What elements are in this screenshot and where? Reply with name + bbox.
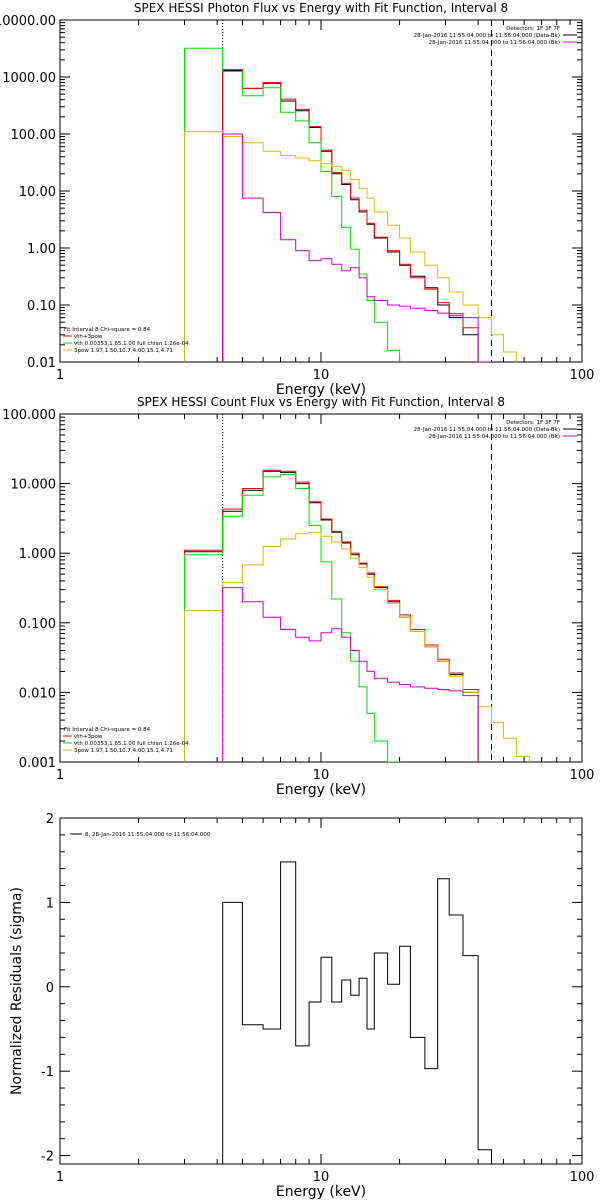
fit-legend-entry: vth 0.00353,1.65,1.00 full chian 1.26e-0… — [74, 341, 189, 347]
y-tick-label: 10.00 — [19, 185, 56, 200]
series-line-2 — [184, 469, 479, 762]
top-legend-entry: Detectors: 1F 3F 7F — [506, 26, 560, 32]
y-tick-label: 0.01 — [27, 356, 56, 371]
y-tick-label: 0.001 — [19, 756, 56, 771]
plot-frame — [59, 19, 583, 363]
y-tick-label: 0.10 — [27, 299, 56, 314]
x-tick-label: 100 — [570, 768, 595, 783]
x-tick-label: 100 — [570, 1170, 595, 1185]
series-line-4 — [184, 531, 531, 762]
x-tick-label: 1 — [56, 768, 64, 783]
series-line-3 — [184, 47, 401, 362]
x-tick-label: 10 — [313, 768, 330, 783]
y-tick-label: 0 — [46, 981, 54, 996]
top-legend-entry: 28-Jan-2016 11:55:04.000 to 11:56:04.000… — [414, 427, 560, 433]
chart-title: SPEX HESSI Count Flux vs Energy with Fit… — [137, 395, 505, 409]
x-tick-label: 1 — [56, 368, 64, 383]
y-tick-label: 10.000 — [11, 478, 57, 493]
series-line-1 — [222, 861, 492, 1164]
x-axis-label: Energy (keV) — [276, 382, 366, 398]
y-tick-label: 0.010 — [19, 686, 56, 701]
plot-area — [184, 469, 531, 762]
x-axis-label: Energy (keV) — [276, 1184, 366, 1200]
fit-legend-entry: vth+3pow — [74, 334, 103, 340]
y-axis-label: Normalized Residuals (sigma) — [9, 887, 25, 1095]
y-tick-label: 10000.00 — [0, 14, 56, 29]
y-tick-label: 2 — [46, 812, 54, 827]
fit-legend-entry: Fit Interval 8 Chi-square = 0.84 — [64, 727, 151, 733]
y-tick-label: -1 — [41, 1065, 54, 1080]
fit-legend-entry: vth+3pow — [74, 734, 103, 740]
x-tick-label: 10 — [313, 368, 330, 383]
plot-frame — [59, 413, 583, 763]
residual-legend-entry: 8, 28-Jan-2016 11:55:04.000 to 11:56:04.… — [85, 832, 211, 838]
series-line-4 — [184, 131, 517, 362]
series-line-5 — [222, 587, 479, 762]
y-tick-label: 100.000 — [2, 408, 56, 423]
series-line-3 — [184, 474, 401, 762]
y-tick-label: 1000.00 — [2, 71, 56, 86]
y-tick-label: 1 — [46, 896, 54, 911]
top-legend-entry: Detectors: 1F 3F 7F — [506, 420, 560, 426]
plot-area — [184, 47, 517, 362]
fit-legend-entry: 3pow 1.97,1.50,10.7,4.00,15.1,4.71 — [74, 748, 173, 754]
chart-panel-3: 1 10 100 -2 -1 0 1 2 Energy (keV) Normalized Resi… — [9, 812, 594, 1200]
x-tick-label: 100 — [570, 368, 595, 383]
fit-legend-entry: vth 0.00353,1.65,1.00 full chian 1.26e-0… — [74, 741, 189, 747]
y-tick-label: 1.000 — [19, 547, 56, 562]
chart-panel-2: SPEX HESSI Count Flux vs Energy with Fit… — [2, 395, 594, 798]
x-tick-label: 10 — [313, 1170, 330, 1185]
chart-panel-1: SPEX HESSI Photon Flux vs Energy with Fi… — [0, 1, 594, 398]
series-line-1 — [184, 470, 479, 762]
y-tick-label: 0.100 — [19, 617, 56, 632]
y-tick-label: 100.00 — [11, 128, 57, 143]
x-axis-label: Energy (keV) — [276, 782, 366, 798]
y-tick-label: -2 — [41, 1150, 54, 1165]
x-tick-label: 1 — [56, 1170, 64, 1185]
top-legend-entry: 28-Jan-2016 11:55:04.000 to 11:56:04.000… — [429, 40, 560, 46]
y-tick-label: 1.00 — [27, 242, 56, 257]
series-line-5 — [222, 133, 492, 362]
chart-title: SPEX HESSI Photon Flux vs Energy with Fi… — [134, 1, 508, 15]
top-legend-entry: 28-Jan-2016 11:55:04.000 to 11:56:04.000… — [414, 33, 560, 39]
plot-area — [222, 861, 492, 1164]
top-legend-entry: 28-Jan-2016 11:55:04.000 to 11:56:04.000… — [429, 434, 560, 440]
series-line-2 — [222, 69, 479, 362]
fit-legend-entry: Fit Interval 8 Chi-square = 0.84 — [64, 327, 151, 333]
fit-legend-entry: 3pow 1.97,1.50,10.7,4.00,15.1,4.71 — [74, 348, 173, 354]
series-line-1 — [222, 70, 479, 362]
